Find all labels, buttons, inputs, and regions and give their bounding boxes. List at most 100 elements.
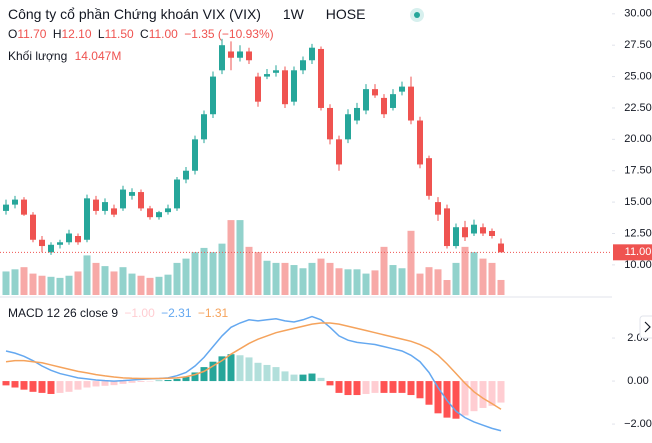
candle-body [237,51,243,58]
volume-bar [146,277,154,295]
candle-body [417,120,423,165]
candle-body [291,70,297,102]
volume-bar [200,247,208,295]
volume-bar [83,255,91,295]
candle-body [309,47,315,61]
last-price-label: 11.00 [625,246,652,258]
candle-body [93,199,99,211]
macd-histogram-bar [326,381,334,386]
macd-histogram-bar [497,381,505,403]
y-tick-label: 25.00 [624,70,652,82]
macd-histogram-bar [92,381,100,387]
candle-body [102,202,108,211]
candle-body [39,239,45,247]
volume-bar [326,262,334,295]
candle-body [498,243,504,253]
y-tick-label: 30.00 [624,8,652,20]
volume-bar [155,276,163,295]
volume-bar [452,262,460,295]
macd-name: MACD 12 26 close 9 [8,306,118,320]
macd-histogram-bar [56,381,64,393]
macd-y-tick-label: −2.00 [624,418,652,430]
candle-body [75,236,81,243]
volume-bar [101,266,109,295]
macd-histogram-bar [470,381,478,412]
volume-bar [11,269,19,295]
candle-body [264,74,270,77]
volume-bar [74,271,82,295]
macd-histogram-bar [281,371,289,382]
macd-histogram-bar [434,381,442,414]
macd-histogram-bar [344,381,352,396]
ohlc-legend: O11.70 H12.10 L11.50 C11.00 −1.35 (−10.9… [8,27,274,41]
candle-body [381,97,387,115]
volume-bar [389,265,397,295]
macd-histogram-bar [452,381,460,419]
macd-histogram-bar [137,381,145,382]
candle-body [201,114,207,140]
volume-bar [119,267,127,295]
candle-body [471,224,477,234]
candle-body [84,198,90,240]
macd-histogram-bar [407,381,415,396]
header: Công ty cổ phần Chứng khoán VIX (VIX) 1W… [8,6,365,22]
macd-histogram-bar [128,381,136,383]
volume-bar [65,275,73,295]
y-tick-label: 10.00 [624,259,652,271]
candle-body [147,208,153,218]
volume-bar [461,246,469,295]
candle-body [246,51,252,61]
macd-histogram-bar [83,381,91,388]
volume-bar [47,276,55,295]
candle-body [3,204,9,211]
macd-histogram-bar [389,381,397,393]
volume-name: Khối lượng [8,49,67,63]
macd-histogram-bar [263,364,271,382]
volume-bar [56,277,64,295]
macd-histogram-bar [74,381,82,390]
macd-histogram-bar [209,361,217,382]
macd-histogram-bar [335,381,343,393]
volume-bar [425,267,433,295]
macd-histogram-bar [65,381,73,392]
candle-body [354,107,360,121]
volume-bar [236,220,244,295]
candle-body [183,170,189,180]
y-tick-label: 17.50 [624,165,652,177]
macd-histogram-bar [317,377,325,382]
volume-bar [29,273,37,295]
macd-histogram-bar [425,381,433,405]
volume-bar [398,268,406,295]
candle-body [228,51,234,58]
macd-histogram-bar [479,381,487,408]
volume-bar [218,243,226,295]
interval: 1W [283,6,305,22]
volume-bar [371,270,379,295]
macd-line-value: −2.31 [161,306,192,320]
candle-body [66,233,72,243]
legend-key: H [53,27,62,41]
macd-histogram-bar [416,381,424,399]
macd-histogram-bar [2,381,10,386]
volume-bar [497,279,505,295]
macd-histogram-bar [173,378,181,382]
macd-histogram-bar [227,354,235,382]
volume-bar [353,269,361,295]
macd-line [5,315,502,432]
macd-histogram-bar [308,373,316,382]
legend-value: 12.10 [62,27,92,41]
macd-histogram-bar [299,374,307,382]
volume-bar [209,252,217,295]
candle-body [165,208,171,213]
status-dot [414,12,420,18]
legend-change: −1.35 [184,27,215,41]
macd-histogram-bar [200,367,208,382]
macd-histogram-bar [164,379,172,382]
candle-body [399,86,405,92]
collapse-button[interactable] [639,315,652,339]
marks: 10.00 12.50 15.00 17.50 20.00 22.50 25.00 27.50… [0,8,652,432]
legend-value: 11.00 [149,27,178,41]
candle-body [30,214,36,240]
